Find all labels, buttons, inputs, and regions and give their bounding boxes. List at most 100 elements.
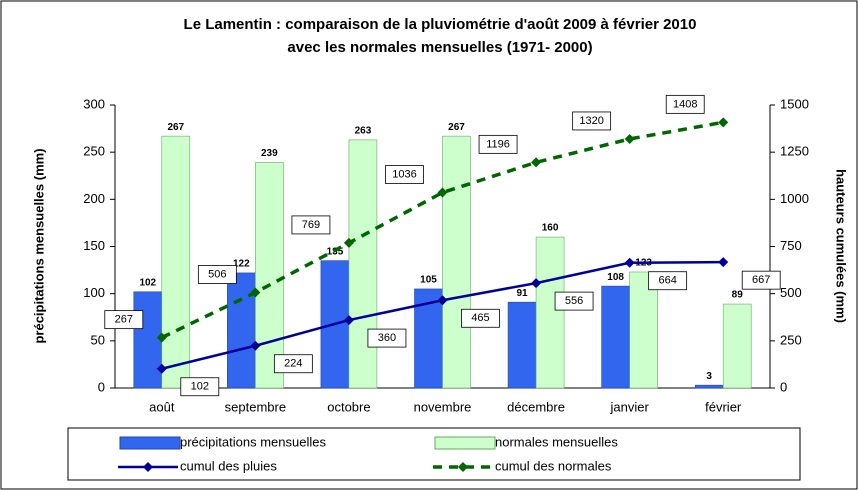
line-value-label: 664 — [658, 275, 676, 287]
value-box — [291, 215, 331, 235]
y-tick-label: 100 — [83, 285, 105, 300]
bar-value-label: 91 — [517, 288, 529, 299]
bar-value-label: 102 — [139, 277, 156, 288]
value-box — [554, 291, 594, 311]
line-value-label: 224 — [284, 358, 302, 370]
legend-label: normales mensuelles — [495, 434, 618, 449]
legend-label: cumul des normales — [495, 458, 612, 473]
line-marker — [531, 278, 542, 289]
y2-axis-title: hauteurs cumulées (mm) — [834, 169, 849, 323]
bar-value-label: 89 — [732, 290, 744, 301]
line-marker — [343, 315, 354, 326]
bar — [629, 271, 658, 389]
x-tick-label: octobre — [327, 399, 370, 414]
y-tick-label: 0 — [98, 379, 105, 394]
bar — [722, 303, 752, 389]
line-value-label: 1320 — [579, 115, 603, 127]
bar-value-label: 239 — [261, 148, 278, 159]
legend-marker — [458, 462, 468, 472]
chart-title: Le Lamentin : comparaison de la pluviomé… — [184, 16, 697, 33]
bar — [227, 272, 256, 389]
bar-value-label: 105 — [420, 275, 437, 286]
chart-subtitle: avec les normales mensuelles (1971- 2000… — [287, 39, 592, 56]
bar — [535, 236, 565, 389]
y2-tick-label: 0 — [780, 379, 787, 394]
line-value-label: 1196 — [486, 138, 510, 150]
bar — [507, 301, 537, 389]
value-box — [572, 111, 612, 131]
legend-swatch — [119, 436, 181, 450]
value-box — [197, 265, 237, 284]
legend-label: cumul des pluies — [180, 458, 277, 473]
line-value-label: 1408 — [673, 98, 697, 110]
bar-value-label: 108 — [607, 272, 624, 283]
value-box — [648, 271, 688, 291]
y-tick-label: 250 — [83, 144, 105, 159]
legend-marker — [143, 462, 153, 472]
bar — [255, 162, 284, 389]
bar-value-label: 267 — [167, 122, 184, 133]
y-tick-label: 50 — [91, 332, 105, 347]
legend-box — [67, 427, 801, 481]
line-marker — [156, 332, 167, 343]
line-marker — [437, 187, 448, 198]
value-box — [665, 94, 705, 114]
bar — [414, 288, 443, 389]
x-tick-label: septembre — [225, 399, 286, 414]
bar — [161, 135, 191, 389]
value-box — [385, 165, 424, 184]
legend-label: précipitations mensuelles — [180, 434, 326, 449]
value-box — [104, 310, 144, 330]
bar — [694, 384, 724, 389]
y2-tick-label: 1000 — [780, 191, 809, 206]
legend-swatch — [434, 436, 496, 450]
line-marker — [156, 363, 167, 374]
bar — [133, 291, 163, 389]
value-box — [478, 134, 518, 154]
line-marker — [718, 257, 729, 268]
bar-value-label: 267 — [448, 122, 465, 133]
line-marker — [531, 157, 542, 168]
line-value-label: 556 — [565, 295, 583, 307]
line-value-label: 506 — [208, 268, 226, 280]
line-value-label: 360 — [378, 332, 396, 344]
value-box — [273, 354, 313, 374]
bar — [442, 135, 471, 389]
bar-value-label: 160 — [542, 223, 559, 234]
y2-tick-label: 500 — [780, 285, 802, 300]
bar-value-label: 122 — [233, 259, 250, 270]
line-value-label: 1036 — [392, 168, 416, 180]
line-marker — [624, 257, 635, 268]
y2-tick-label: 1250 — [780, 144, 809, 159]
bar — [348, 139, 378, 389]
value-box — [741, 270, 781, 290]
line-value-label: 769 — [302, 219, 320, 231]
value-box — [180, 377, 220, 397]
y2-tick-label: 1500 — [780, 96, 809, 111]
line-marker — [624, 133, 635, 144]
y-tick-label: 200 — [83, 191, 105, 206]
bar-value-label: 3 — [706, 371, 712, 382]
line-marker — [437, 295, 448, 306]
line-value-label: 102 — [191, 381, 209, 393]
x-tick-label: février — [705, 399, 742, 414]
line-marker — [718, 117, 729, 128]
y-axis-title: précipitations mensuelles (mm) — [31, 148, 46, 343]
y2-tick-label: 750 — [780, 238, 802, 253]
value-box — [461, 308, 500, 328]
bar-value-label: 263 — [355, 126, 372, 137]
x-tick-label: décembre — [507, 399, 565, 414]
line-value-label: 667 — [752, 274, 770, 286]
line-marker — [343, 237, 354, 248]
y-tick-label: 300 — [83, 96, 105, 111]
line-value-label: 267 — [115, 314, 133, 326]
x-tick-label: novembre — [414, 399, 472, 414]
line-marker — [250, 287, 261, 298]
value-box — [367, 328, 407, 348]
y-tick-label: 150 — [83, 238, 105, 253]
x-tick-label: janvier — [609, 399, 649, 414]
x-tick-label: août — [149, 399, 175, 414]
y2-tick-label: 250 — [780, 332, 802, 347]
